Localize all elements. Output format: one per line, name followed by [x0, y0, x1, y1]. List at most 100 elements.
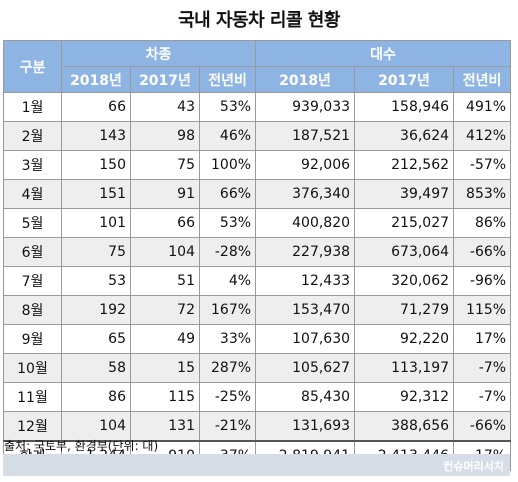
cell-units-yoy: 853%: [453, 179, 512, 209]
row-label: 4월: [3, 179, 62, 209]
cell-units-yoy: -66%: [453, 411, 512, 442]
cell-units-yoy: 491%: [453, 92, 512, 122]
cell-models-2018: 75: [61, 237, 131, 267]
table-row: 1월 66 43 53% 939,033 158,946 491%: [3, 92, 512, 122]
cell-units-2017: 212,562: [354, 150, 455, 180]
cell-units-2017: 215,027: [354, 208, 455, 238]
header-models-2018: 2018년: [61, 66, 131, 93]
table-row: 11월 86 115 -25% 85,430 92,312 -7%: [3, 382, 512, 412]
cell-units-2018: 227,938: [255, 237, 356, 267]
cell-models-yoy: 167%: [198, 295, 257, 325]
cell-models-2018: 150: [61, 150, 131, 180]
cell-units-2018: 107,630: [255, 324, 356, 354]
cell-units-2017: 36,624: [354, 121, 455, 151]
row-label: 1월: [3, 92, 62, 122]
cell-models-2017: 66: [130, 208, 200, 238]
table-row: 8월 192 72 167% 153,470 71,279 115%: [3, 295, 512, 325]
header-units-yoy: 전년비: [453, 66, 512, 93]
cell-units-yoy: -7%: [453, 353, 512, 383]
brand-logo: 컨슈머리서치: [443, 460, 504, 473]
cell-units-2017: 92,220: [354, 324, 455, 354]
header-group-units: 대수: [255, 40, 512, 67]
cell-models-2018: 101: [61, 208, 131, 238]
cell-models-2017: 98: [130, 121, 200, 151]
table-row: 10월 58 15 287% 105,627 113,197 -7%: [3, 353, 512, 383]
cell-units-yoy: -57%: [453, 150, 512, 180]
cell-models-2018: 53: [61, 266, 131, 296]
row-label: 6월: [3, 237, 62, 267]
cell-units-yoy: 86%: [453, 208, 512, 238]
cell-units-2017: 71,279: [354, 295, 455, 325]
header-group-models: 차종: [60, 40, 257, 67]
cell-units-yoy: -7%: [453, 382, 512, 412]
cell-models-2018: 58: [61, 353, 131, 383]
row-label: 3월: [3, 150, 62, 180]
cell-models-2017: 15: [130, 353, 200, 383]
cell-units-2017: 113,197: [354, 353, 455, 383]
cell-models-2017: 72: [130, 295, 200, 325]
table-row: 6월 75 104 -28% 227,938 673,064 -66%: [3, 237, 512, 267]
row-label: 7월: [3, 266, 62, 296]
cell-units-2017: 158,946: [354, 92, 455, 122]
cell-models-yoy: 287%: [198, 353, 257, 383]
cell-units-2017: 320,062: [354, 266, 455, 296]
row-label: 2월: [3, 121, 62, 151]
table-row: 3월 150 75 100% 92,006 212,562 -57%: [3, 150, 512, 180]
cell-units-2018: 92,006: [255, 150, 356, 180]
table-body: 1월 66 43 53% 939,033 158,946 491% 2월 143 98 46% 187…: [3, 92, 512, 471]
cell-units-yoy: 115%: [453, 295, 512, 325]
cell-units-2017: 673,064: [354, 237, 455, 267]
footer-bar: 컨슈머리서치: [3, 454, 510, 476]
cell-models-2018: 86: [61, 382, 131, 412]
cell-units-2018: 105,627: [255, 353, 356, 383]
header-units-2018: 2018년: [255, 66, 356, 93]
cell-units-2017: 92,312: [354, 382, 455, 412]
cell-units-2018: 153,470: [255, 295, 356, 325]
cell-units-yoy: 17%: [453, 324, 512, 354]
cell-models-2018: 151: [61, 179, 131, 209]
cell-units-2018: 187,521: [255, 121, 356, 151]
cell-models-2017: 91: [130, 179, 200, 209]
row-label: 9월: [3, 324, 62, 354]
cell-models-yoy: 33%: [198, 324, 257, 354]
table-row: 7월 53 51 4% 12,433 320,062 -96%: [3, 266, 512, 296]
cell-models-2017: 49: [130, 324, 200, 354]
cell-units-2018: 12,433: [255, 266, 356, 296]
cell-models-2017: 43: [130, 92, 200, 122]
row-label: 11월: [3, 382, 62, 412]
cell-units-2018: 376,340: [255, 179, 356, 209]
cell-models-2017: 51: [130, 266, 200, 296]
cell-models-yoy: -28%: [198, 237, 257, 267]
cell-models-yoy: -25%: [198, 382, 257, 412]
source-note: 출처: 국토부, 환경부(단위: 대): [4, 439, 159, 453]
cell-units-2018: 85,430: [255, 382, 356, 412]
header-units-2017: 2017년: [354, 66, 455, 93]
cell-models-yoy: 53%: [198, 92, 257, 122]
header-models-yoy: 전년비: [198, 66, 257, 93]
table-row: 5월 101 66 53% 400,820 215,027 86%: [3, 208, 512, 238]
cell-models-yoy: 100%: [198, 150, 257, 180]
cell-units-2017: 388,656: [354, 411, 455, 442]
row-label: 5월: [3, 208, 62, 238]
cell-models-yoy: 66%: [198, 179, 257, 209]
table-row: 4월 151 91 66% 376,340 39,497 853%: [3, 179, 512, 209]
cell-models-yoy: 46%: [198, 121, 257, 151]
cell-models-2018: 143: [61, 121, 131, 151]
cell-units-2017: 39,497: [354, 179, 455, 209]
row-label: 8월: [3, 295, 62, 325]
cell-models-2017: 75: [130, 150, 200, 180]
table-row: 12월 104 131 -21% 131,693 388,656 -66%: [3, 411, 512, 442]
cell-units-yoy: 412%: [453, 121, 512, 151]
cell-models-2018: 65: [61, 324, 131, 354]
cell-units-2018: 400,820: [255, 208, 356, 238]
cell-models-yoy: 4%: [198, 266, 257, 296]
header-category: 구분: [3, 40, 62, 93]
header-models-2017: 2017년: [130, 66, 200, 93]
cell-models-2017: 115: [130, 382, 200, 412]
row-label: 10월: [3, 353, 62, 383]
cell-models-yoy: -21%: [198, 411, 257, 442]
cell-models-2017: 104: [130, 237, 200, 267]
cell-units-yoy: -96%: [453, 266, 512, 296]
cell-units-2018: 939,033: [255, 92, 356, 122]
cell-models-yoy: 53%: [198, 208, 257, 238]
